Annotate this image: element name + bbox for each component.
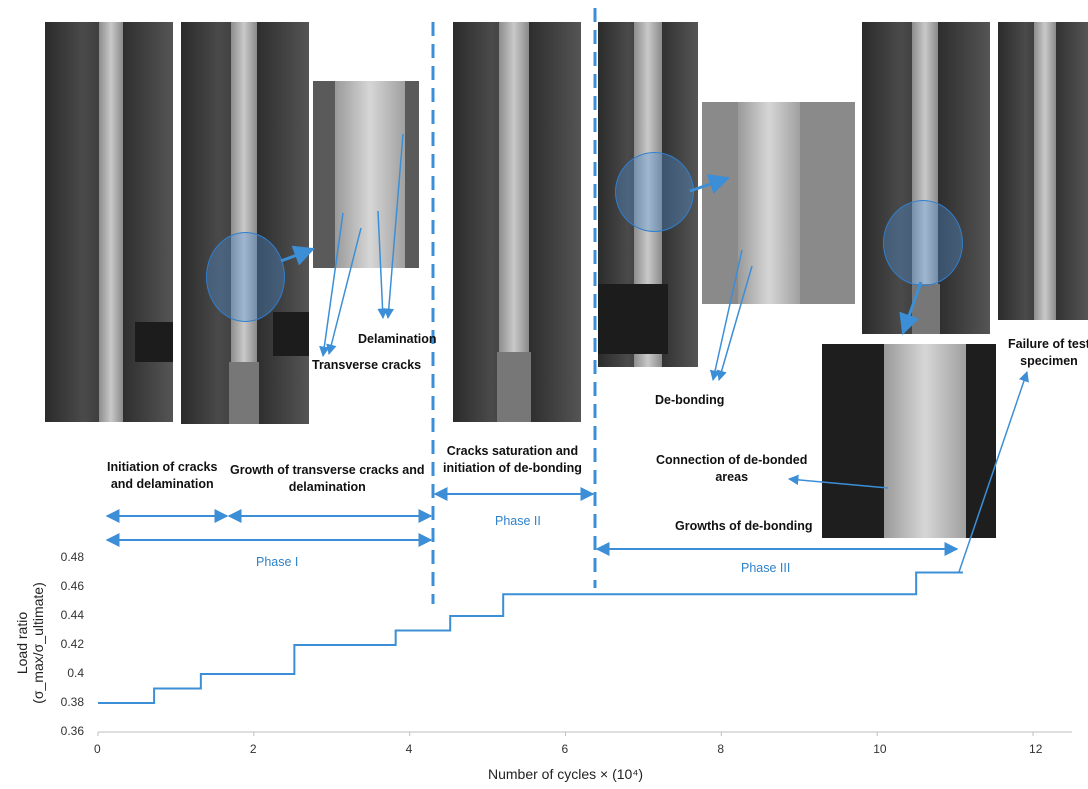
y-tick-label-2: 0.4 <box>67 666 84 680</box>
x-tick-label-1: 2 <box>249 742 257 756</box>
pointer-transverse-2 <box>326 227 362 356</box>
y-tick-label-0: 0.36 <box>60 724 84 738</box>
y-tick-label-6: 0.48 <box>60 550 84 564</box>
label-failure-line1: Failure of test <box>1008 337 1088 351</box>
pointer-delamination-1 <box>377 210 388 320</box>
label-cracks-saturation: Cracks saturation and initiation of de-b… <box>443 443 582 477</box>
pointer-debonding-1 <box>709 249 743 382</box>
chart-axes <box>97 731 1072 736</box>
label-failure: Failure of test specimen <box>1008 336 1088 370</box>
x-axis-title: Number of cycles × (10⁴) <box>488 766 644 782</box>
phase-3-label: Phase III <box>741 561 791 575</box>
label-initiation-line1: Initiation of cracks <box>107 460 218 474</box>
highlight-circle-connection <box>883 200 963 286</box>
label-growth-transverse: Growth of transverse cracks and delamina… <box>230 462 425 496</box>
y-tick-label-5: 0.46 <box>60 579 84 593</box>
zoom-photo-connection <box>822 344 996 538</box>
specimen-photo-2 <box>181 22 309 424</box>
phase-2-label: Phase II <box>495 514 541 528</box>
y-tick-label-4: 0.44 <box>60 608 84 622</box>
x-tick-label-5: 10 <box>873 742 887 756</box>
label-initiation: Initiation of cracks and delamination <box>107 459 217 493</box>
zoom-photo-transverse-cracks <box>313 81 419 268</box>
label-saturation-line1: Cracks saturation and <box>446 444 579 458</box>
label-growth-line1: Growth of transverse cracks and <box>230 463 425 477</box>
pointer-circle2-zoom <box>689 174 730 195</box>
label-growths-debonding: Growths of de-bonding <box>675 519 813 533</box>
pointer-circle1-zoom <box>280 245 315 266</box>
label-transverse-cracks: Transverse cracks <box>312 358 422 372</box>
load-ratio-series <box>98 571 963 704</box>
x-tick-label-0: 0 <box>94 742 101 756</box>
specimen-photo-1 <box>45 22 173 422</box>
x-tick-label-3: 6 <box>561 742 569 756</box>
pointer-delamination-2 <box>383 133 404 320</box>
y-tick-label-1: 0.38 <box>60 695 84 709</box>
label-delamination: Delamination <box>358 332 437 346</box>
label-connection-line2: areas <box>715 469 749 484</box>
x-tick-label-4: 8 <box>717 742 725 756</box>
highlight-circle-debonding <box>615 152 694 232</box>
label-saturation-line2: initiation of de-bonding <box>443 460 582 475</box>
highlight-circle-cracks <box>206 232 285 322</box>
zoom-photo-de-bonding <box>702 102 855 304</box>
specimen-photo-failure <box>998 22 1088 320</box>
label-initiation-line2: and delamination <box>110 476 214 491</box>
label-connection: Connection of de-bonded areas <box>656 452 807 486</box>
specimen-photo-3 <box>453 22 581 422</box>
pointer-debonding-2 <box>716 265 753 382</box>
pointer-circle3-zoom <box>899 281 923 335</box>
series-line-0 <box>98 571 963 704</box>
x-tick-label-2: 4 <box>405 742 413 756</box>
pointer-failure <box>958 371 1029 573</box>
pointer-connection <box>787 474 889 489</box>
label-connection-line1: Connection of de-bonded <box>656 453 808 467</box>
phase-1-label: Phase I <box>256 555 299 569</box>
pointer-transverse-1 <box>319 212 344 358</box>
label-de-bonding: De-bonding <box>655 393 725 407</box>
label-failure-line2: specimen <box>1020 353 1078 368</box>
label-growth-line2: delamination <box>288 479 366 494</box>
x-tick-label-6: 12 <box>1029 742 1043 756</box>
y-tick-label-3: 0.42 <box>60 637 84 651</box>
